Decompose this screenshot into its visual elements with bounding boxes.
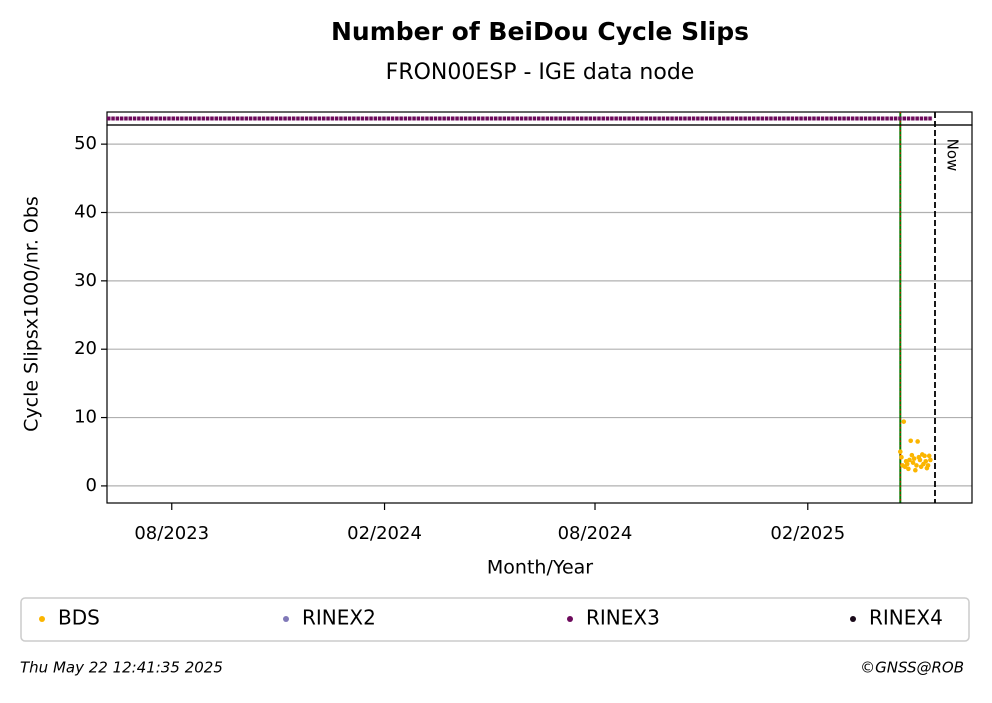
chart-title: Number of BeiDou Cycle Slips bbox=[331, 17, 749, 46]
x-axis-label: Month/Year bbox=[487, 557, 593, 579]
legend-label: BDS bbox=[58, 606, 100, 630]
chart-subtitle: FRON00ESP - IGE data node bbox=[386, 60, 695, 85]
legend-label: RINEX4 bbox=[869, 606, 943, 630]
point bbox=[907, 457, 912, 463]
legend-marker bbox=[850, 616, 856, 622]
point bbox=[899, 454, 904, 460]
y-tick-label: 0 bbox=[86, 475, 97, 496]
legend-label: RINEX3 bbox=[586, 606, 660, 630]
timestamp: Thu May 22 12:41:35 2025 bbox=[20, 659, 223, 677]
point bbox=[917, 457, 923, 463]
point bbox=[910, 460, 916, 465]
point bbox=[906, 466, 911, 472]
point bbox=[898, 449, 903, 455]
point bbox=[909, 452, 915, 458]
y-tick-label: 20 bbox=[74, 338, 97, 359]
point bbox=[925, 463, 931, 468]
plot-frame bbox=[106, 124, 973, 504]
point bbox=[915, 439, 920, 444]
y-axis-label: Cycle Slipsx1000/nr. Obs bbox=[21, 196, 43, 432]
x-tick-label: 02/2025 bbox=[770, 523, 845, 544]
point bbox=[922, 453, 927, 459]
legend-box bbox=[20, 597, 970, 642]
point bbox=[928, 457, 933, 463]
x-tick-label: 08/2024 bbox=[558, 523, 633, 544]
y-tick-label: 30 bbox=[74, 270, 97, 291]
point bbox=[908, 438, 914, 444]
x-tick-label: 08/2023 bbox=[134, 523, 209, 544]
point bbox=[923, 459, 929, 464]
point bbox=[901, 419, 907, 424]
credit: ©GNSS@ROB bbox=[860, 659, 964, 677]
y-tick-label: 10 bbox=[74, 407, 97, 428]
legend-marker bbox=[39, 616, 45, 622]
point bbox=[913, 467, 918, 473]
y-tick-label: 40 bbox=[74, 201, 97, 222]
y-tick-label: 50 bbox=[74, 133, 97, 154]
legend-marker bbox=[283, 616, 289, 622]
point bbox=[911, 456, 917, 461]
now-label: Now bbox=[943, 139, 961, 172]
point bbox=[926, 453, 932, 459]
legend-marker bbox=[567, 616, 573, 622]
legend-label: RINEX2 bbox=[302, 606, 376, 630]
point bbox=[904, 461, 910, 467]
point bbox=[914, 463, 919, 468]
x-tick-label: 02/2024 bbox=[347, 523, 422, 544]
